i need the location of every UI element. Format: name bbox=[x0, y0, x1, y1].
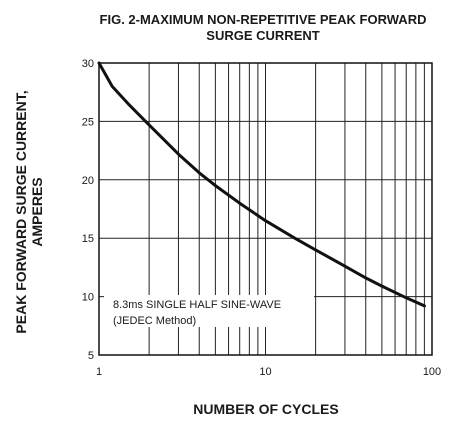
annotation-line1: 8.3ms SINGLE HALF SINE-WAVE bbox=[113, 299, 281, 311]
chart-title-line2: SURGE CURRENT bbox=[206, 28, 319, 43]
y-axis-label-line2: AMPERES bbox=[29, 177, 45, 246]
y-axis-label-line1: PEAK FORWARD SURGE CURRENT, bbox=[13, 90, 29, 333]
x-tick-label: 100 bbox=[423, 366, 441, 378]
x-tick-label: 10 bbox=[259, 366, 271, 378]
y-tick-label: 15 bbox=[82, 233, 94, 245]
y-tick-labels: 5 10 15 20 25 30 bbox=[82, 58, 94, 362]
x-tick-label: 1 bbox=[96, 366, 102, 378]
plot-frame bbox=[98, 62, 433, 356]
y-tick-label: 30 bbox=[82, 58, 94, 70]
y-tick-label: 20 bbox=[82, 175, 94, 187]
x-tick-labels: 1 10 100 bbox=[96, 366, 441, 378]
y-tick-label: 10 bbox=[82, 292, 94, 304]
annotation-line2: (JEDEC Method) bbox=[113, 315, 196, 327]
annotation-background bbox=[104, 295, 314, 327]
chart-title-line1: FIG. 2-MAXIMUM NON-REPETITIVE PEAK FORWA… bbox=[100, 12, 427, 27]
x-axis-label: NUMBER OF CYCLES bbox=[193, 401, 338, 417]
y-tick-label: 5 bbox=[88, 350, 94, 362]
y-tick-label: 25 bbox=[82, 116, 94, 128]
surge-current-curve bbox=[97, 61, 426, 308]
